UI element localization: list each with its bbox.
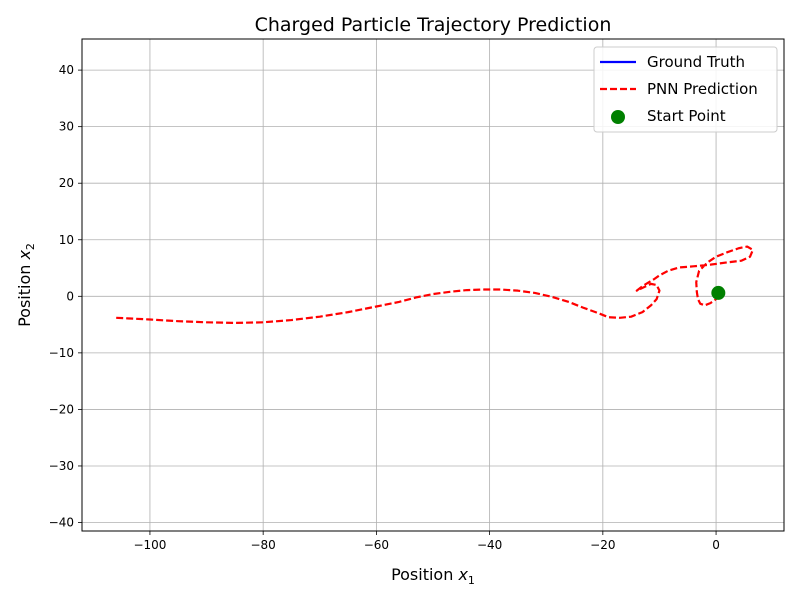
chart-title: Charged Particle Trajectory Prediction: [255, 14, 612, 36]
legend-box: [593, 46, 778, 133]
y-tick-label: −40: [49, 516, 74, 530]
legend-start-point-swatch: [611, 110, 625, 124]
y-tick-label: −20: [49, 402, 74, 416]
start-point-marker: [711, 285, 726, 300]
x-tick-label: −60: [364, 538, 389, 552]
pnn-prediction-line: [115, 245, 754, 324]
x-tick-label: 0: [712, 538, 720, 552]
y-axis-title-var: x: [15, 250, 34, 261]
x-axis-title-prefix: Position: [391, 565, 458, 584]
legend-ground-truth-label: Ground Truth: [647, 53, 745, 71]
y-tick-label: 40: [59, 63, 74, 77]
x-tick-label: −80: [250, 538, 275, 552]
plot-lines: [115, 245, 754, 324]
y-axis-title: Position x2: [15, 243, 37, 327]
y-tick-label: −30: [49, 459, 74, 473]
x-tick-label: −40: [477, 538, 502, 552]
y-tick-label: 30: [59, 120, 74, 134]
y-tick-label: 10: [59, 233, 74, 247]
y-tick-label: 20: [59, 176, 74, 190]
x-tick-label: −20: [590, 538, 615, 552]
y-tick-label: 0: [66, 289, 74, 303]
x-axis-title-sub: 1: [468, 574, 475, 587]
x-axis-title-var: x: [457, 565, 468, 584]
legend-start-point-label: Start Point: [647, 107, 726, 125]
y-tick-label: −10: [49, 346, 74, 360]
axes-frame: [81, 38, 785, 532]
legend-pnn-prediction-label: PNN Prediction: [647, 80, 758, 98]
grid: [82, 39, 784, 531]
y-axis-title-prefix: Position: [15, 260, 34, 327]
x-axis-title: Position x1: [391, 565, 475, 587]
legend: Ground Truth PNN Prediction Start Point: [593, 46, 778, 133]
y-axis-title-sub: 2: [24, 243, 37, 250]
x-tick-label: −100: [133, 538, 166, 552]
